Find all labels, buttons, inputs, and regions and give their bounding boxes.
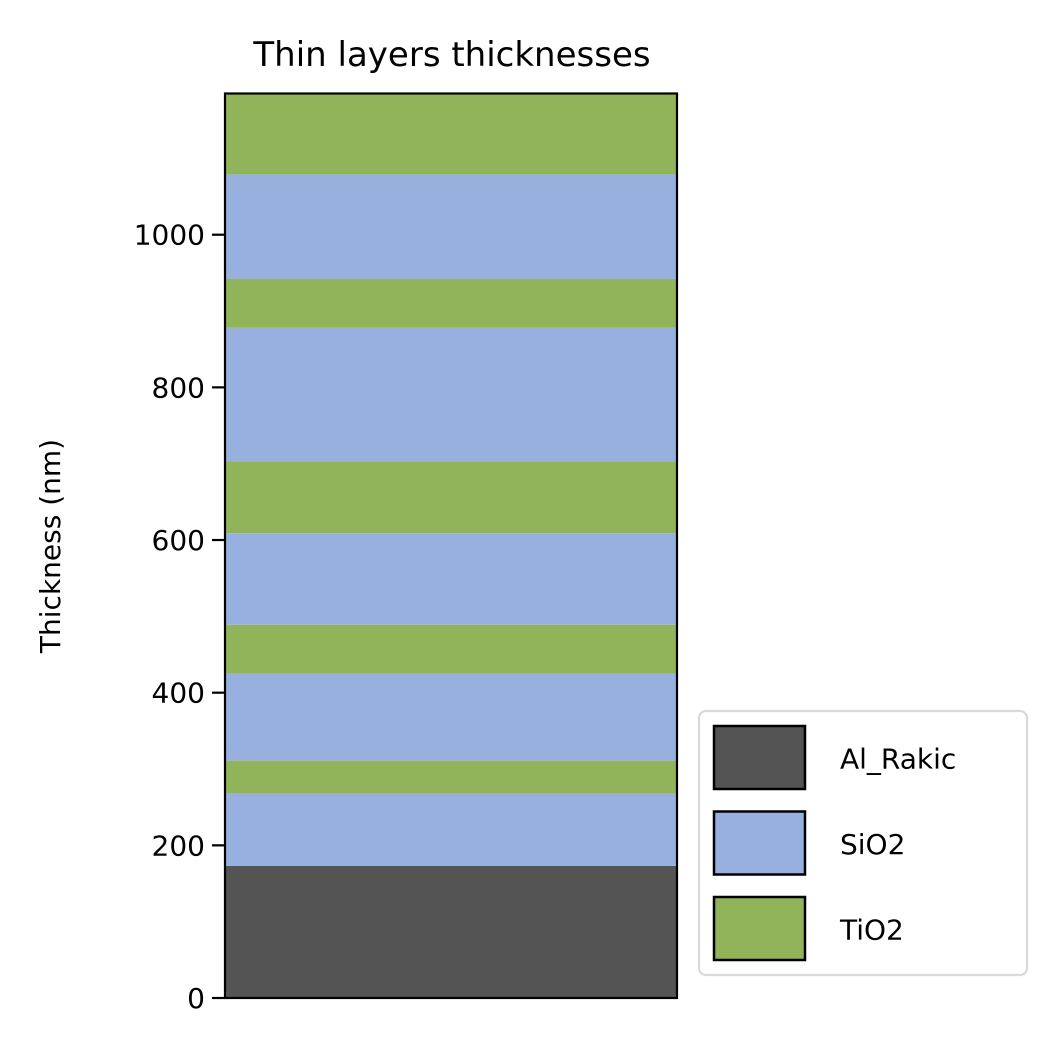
layer-tio2-6 [225,461,677,534]
layer-tio2-4 [225,624,677,674]
layer-sio2-7 [225,327,677,462]
y-axis-label: Thickness (nm) [34,439,67,654]
layer-al-rakic-0 [225,865,677,998]
layer-tio2-2 [225,760,677,794]
plot-frame [223,92,679,1000]
y-tick-label-0: 0 [187,982,205,1015]
layer-tio2-10 [225,93,677,175]
y-tick-label-200: 200 [152,829,205,862]
legend-label-tio2: TiO2 [839,914,904,947]
legend-label-sio2: SiO2 [840,828,905,861]
layer-sio2-9 [225,174,677,279]
legend: Al_Rakic SiO2 TiO2 [697,709,1029,977]
y-tick-label-400: 400 [152,677,205,710]
legend-swatch-al-rakic [712,724,807,791]
legend-swatch-tio2 [712,895,807,962]
layer-sio2-1 [225,793,677,866]
legend-label-al-rakic: Al_Rakic [840,743,956,776]
y-tick-label-600: 600 [152,524,205,557]
layer-stack [225,93,677,998]
layer-tio2-8 [225,278,677,328]
layer-sio2-3 [225,673,677,761]
y-axis: 0 200 400 600 800 1000 [134,219,225,1015]
legend-swatch-sio2 [712,810,807,876]
y-tick-label-800: 800 [152,371,205,404]
layer-sio2-5 [225,533,677,625]
chart-title: Thin layers thicknesses [252,35,650,75]
y-tick-label-1000: 1000 [134,219,205,252]
